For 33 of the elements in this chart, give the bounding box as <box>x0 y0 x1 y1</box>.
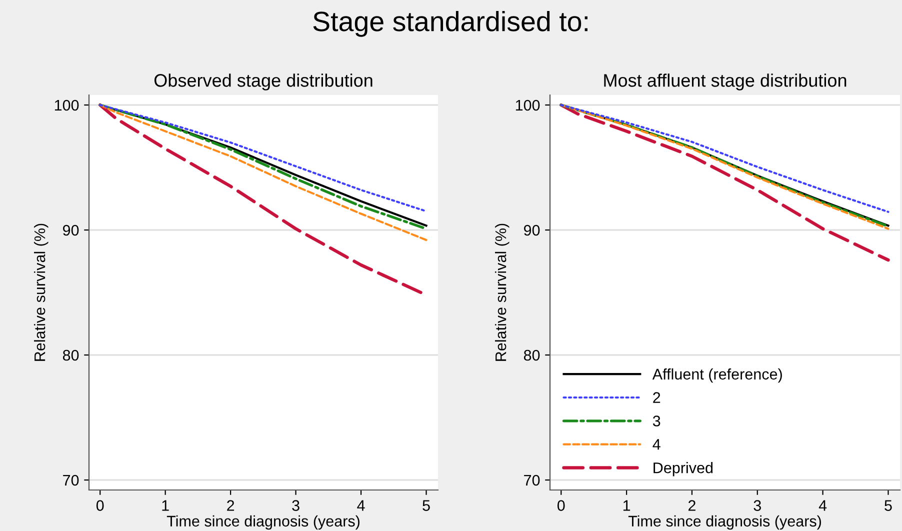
y-tick-label: 100 <box>54 100 79 111</box>
y-tick-label: 100 <box>516 100 540 111</box>
legend-label: 4 <box>652 439 660 450</box>
x-tick-label: 4 <box>357 500 365 511</box>
y-tick-label: 90 <box>524 224 540 236</box>
chart-title: Observed stage distribution <box>154 74 372 90</box>
x-tick-label: 0 <box>557 500 565 511</box>
x-tick-label: 3 <box>292 500 300 511</box>
legend-label: 2 <box>653 392 660 403</box>
x-tick-label: 5 <box>884 500 892 511</box>
line-series <box>560 103 890 262</box>
y-axis-title: Relative survival (%) <box>34 224 48 361</box>
chart-title: Most affluent stage distribution <box>604 74 846 90</box>
y-tick-label: 80 <box>62 350 79 361</box>
x-tick-label: 3 <box>754 500 761 511</box>
legend-label: Deprived <box>654 462 713 476</box>
y-axis-title: Relative survival (%) <box>494 224 510 361</box>
text: Stage standardised to: <box>313 10 588 37</box>
x-tick-label: 2 <box>227 500 234 511</box>
x-tick-label: 1 <box>162 500 169 511</box>
x-tick-label: 1 <box>623 500 630 511</box>
legend-label: 3 <box>652 416 660 426</box>
x-tick-label: 4 <box>818 500 827 511</box>
x-axis-title: Time since diagnosis (years) <box>166 515 360 530</box>
x-tick-label: 2 <box>688 500 696 511</box>
y-tick-label: 90 <box>63 224 79 236</box>
y-tick-label: 70 <box>63 474 79 486</box>
y-tick-label: 70 <box>524 474 540 486</box>
x-tick-label: 0 <box>96 500 104 511</box>
x-axis-title: Time since diagnosis (years) <box>628 515 821 530</box>
x-tick-label: 5 <box>422 500 430 511</box>
y-tick-label: 80 <box>524 350 540 361</box>
legend-label: Affluent (reference) <box>652 368 782 383</box>
